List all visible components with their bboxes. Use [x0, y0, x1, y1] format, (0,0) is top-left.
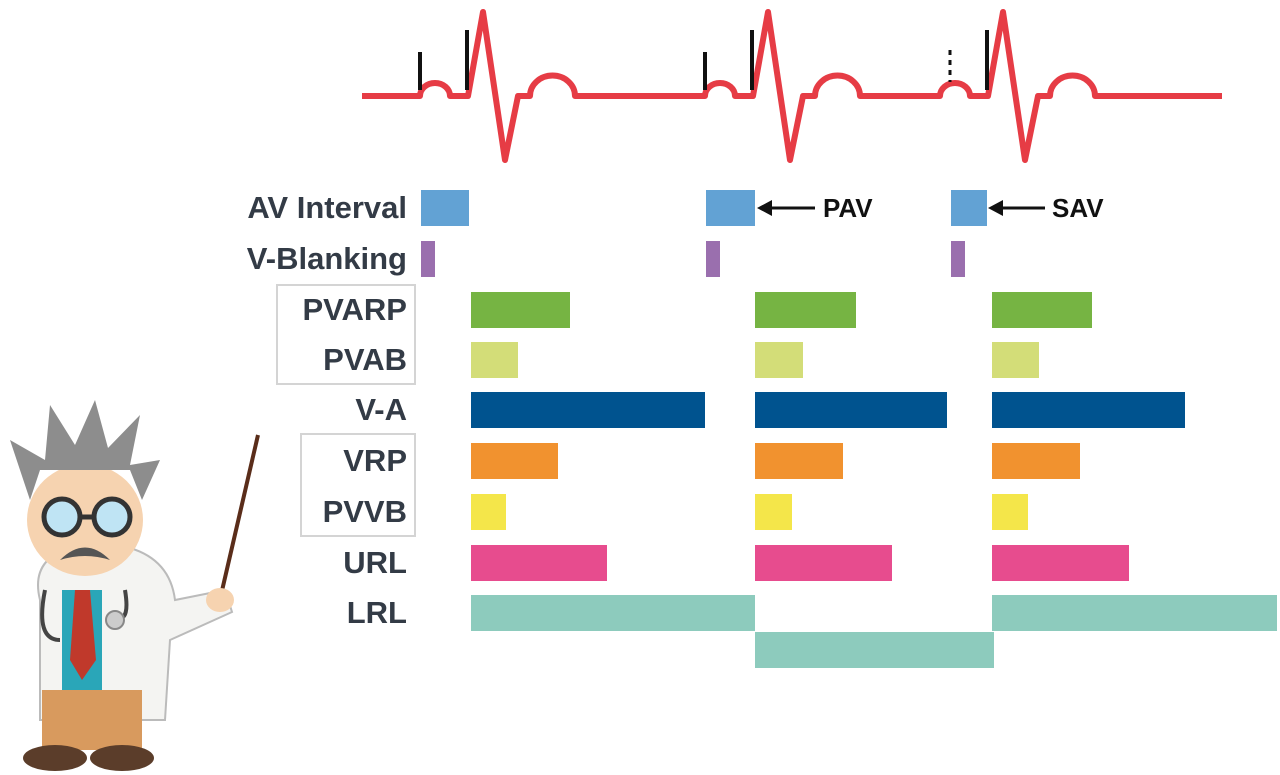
timing-bar — [755, 494, 792, 530]
timing-bar — [421, 190, 469, 226]
timing-bar — [471, 292, 570, 328]
row-label: V-A — [355, 392, 407, 427]
timing-bar — [992, 292, 1092, 328]
timing-bar — [951, 241, 965, 277]
timing-bar — [471, 342, 518, 378]
timing-bar — [992, 443, 1080, 479]
timing-bar — [755, 392, 947, 428]
timing-bar — [992, 595, 1277, 631]
timing-bar — [755, 545, 892, 581]
timing-bar — [755, 342, 803, 378]
row-label: PVVB — [323, 494, 407, 529]
timing-bar — [755, 292, 856, 328]
diagram: AV Interval V-Blanking PVARP PVAB V-A VRP PVVB… — [0, 0, 1280, 775]
timing-bar — [755, 632, 994, 668]
timing-bar — [471, 443, 558, 479]
doctor-illustration — [10, 400, 258, 771]
timing-bar — [706, 241, 720, 277]
timing-bar — [471, 595, 755, 631]
row-labels: AV Interval V-Blanking PVARP PVAB V-A VRP PVVB… — [247, 190, 407, 630]
arrow-head — [988, 200, 1003, 216]
timing-bar — [992, 545, 1129, 581]
row-label: PVAB — [323, 342, 407, 377]
annotation: PAV — [823, 193, 873, 223]
timing-bar — [992, 392, 1185, 428]
ecg-trace — [362, 12, 1222, 160]
timing-bar — [992, 342, 1039, 378]
row-label: LRL — [347, 595, 407, 630]
timing-bar — [951, 190, 987, 226]
timing-bar — [471, 494, 506, 530]
timing-bar — [471, 392, 705, 428]
timing-bar — [421, 241, 435, 277]
row-label: VRP — [343, 443, 407, 478]
timing-bar — [471, 545, 607, 581]
timing-bar — [992, 494, 1028, 530]
row-label: PVARP — [302, 292, 407, 327]
timing-bar — [706, 190, 755, 226]
timing-bars — [421, 190, 1277, 668]
row-label: V-Blanking — [247, 241, 407, 276]
timing-bar — [755, 443, 843, 479]
annotation: SAV — [1052, 193, 1104, 223]
row-label: URL — [343, 545, 407, 580]
row-label: AV Interval — [247, 190, 407, 225]
arrow-head — [757, 200, 772, 216]
ecg-line — [362, 12, 1222, 160]
